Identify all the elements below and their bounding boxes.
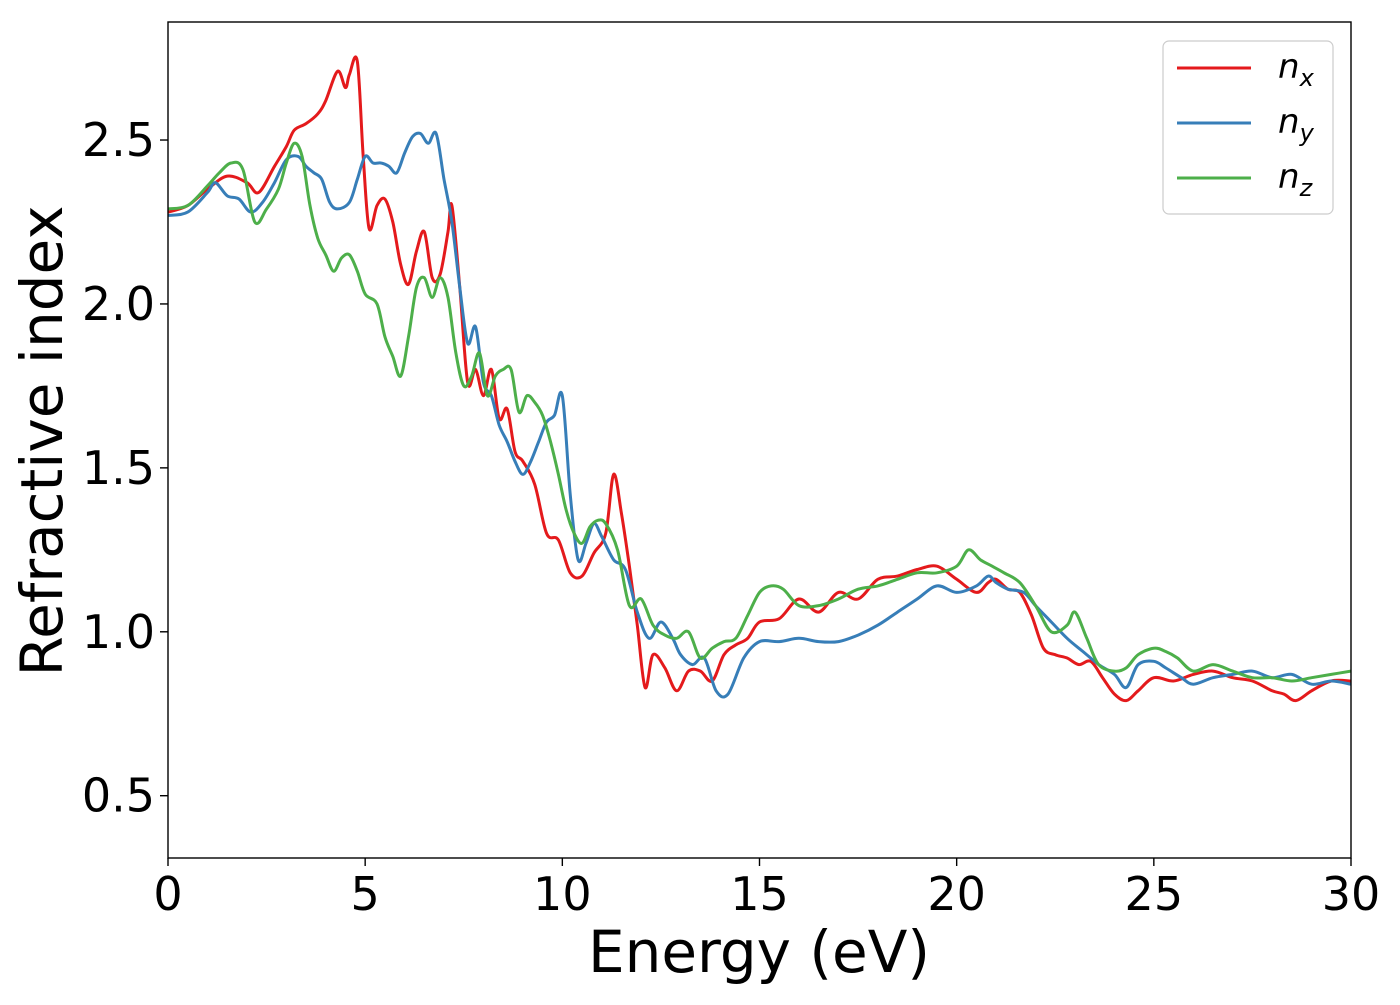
y-tick-label: 2.0 bbox=[82, 277, 155, 331]
x-tick-label: 25 bbox=[1125, 867, 1184, 921]
y-tick-label: 1.5 bbox=[82, 441, 155, 495]
series-line-ny bbox=[168, 130, 1351, 699]
legend-label-nz: nz bbox=[1278, 157, 1314, 202]
x-tick-label: 15 bbox=[730, 867, 789, 921]
y-tick-label: 1.0 bbox=[82, 605, 155, 659]
y-tick-label: 2.5 bbox=[82, 113, 155, 167]
x-tick-label: 20 bbox=[927, 867, 986, 921]
x-axis-title: Energy (eV) bbox=[588, 918, 930, 986]
x-tick-label: 10 bbox=[533, 867, 592, 921]
x-tick-label: 5 bbox=[351, 867, 380, 921]
legend-label-nx: nx bbox=[1278, 47, 1315, 92]
x-tick-label: 30 bbox=[1322, 867, 1381, 921]
axes-layer: 0 5 10 15 20 25 30 0.5 1.0 1.5 2.0 2.5 bbox=[82, 21, 1381, 921]
y-axis-title: Refractive index bbox=[8, 205, 76, 676]
y-tick-label: 0.5 bbox=[82, 769, 155, 823]
legend-label-ny: ny bbox=[1278, 102, 1315, 147]
x-tick-label: 0 bbox=[153, 867, 182, 921]
legend-box bbox=[1162, 40, 1334, 215]
series-line-nz bbox=[168, 141, 1351, 683]
legend: nx ny nz bbox=[1162, 40, 1334, 215]
series-layer bbox=[168, 55, 1351, 703]
